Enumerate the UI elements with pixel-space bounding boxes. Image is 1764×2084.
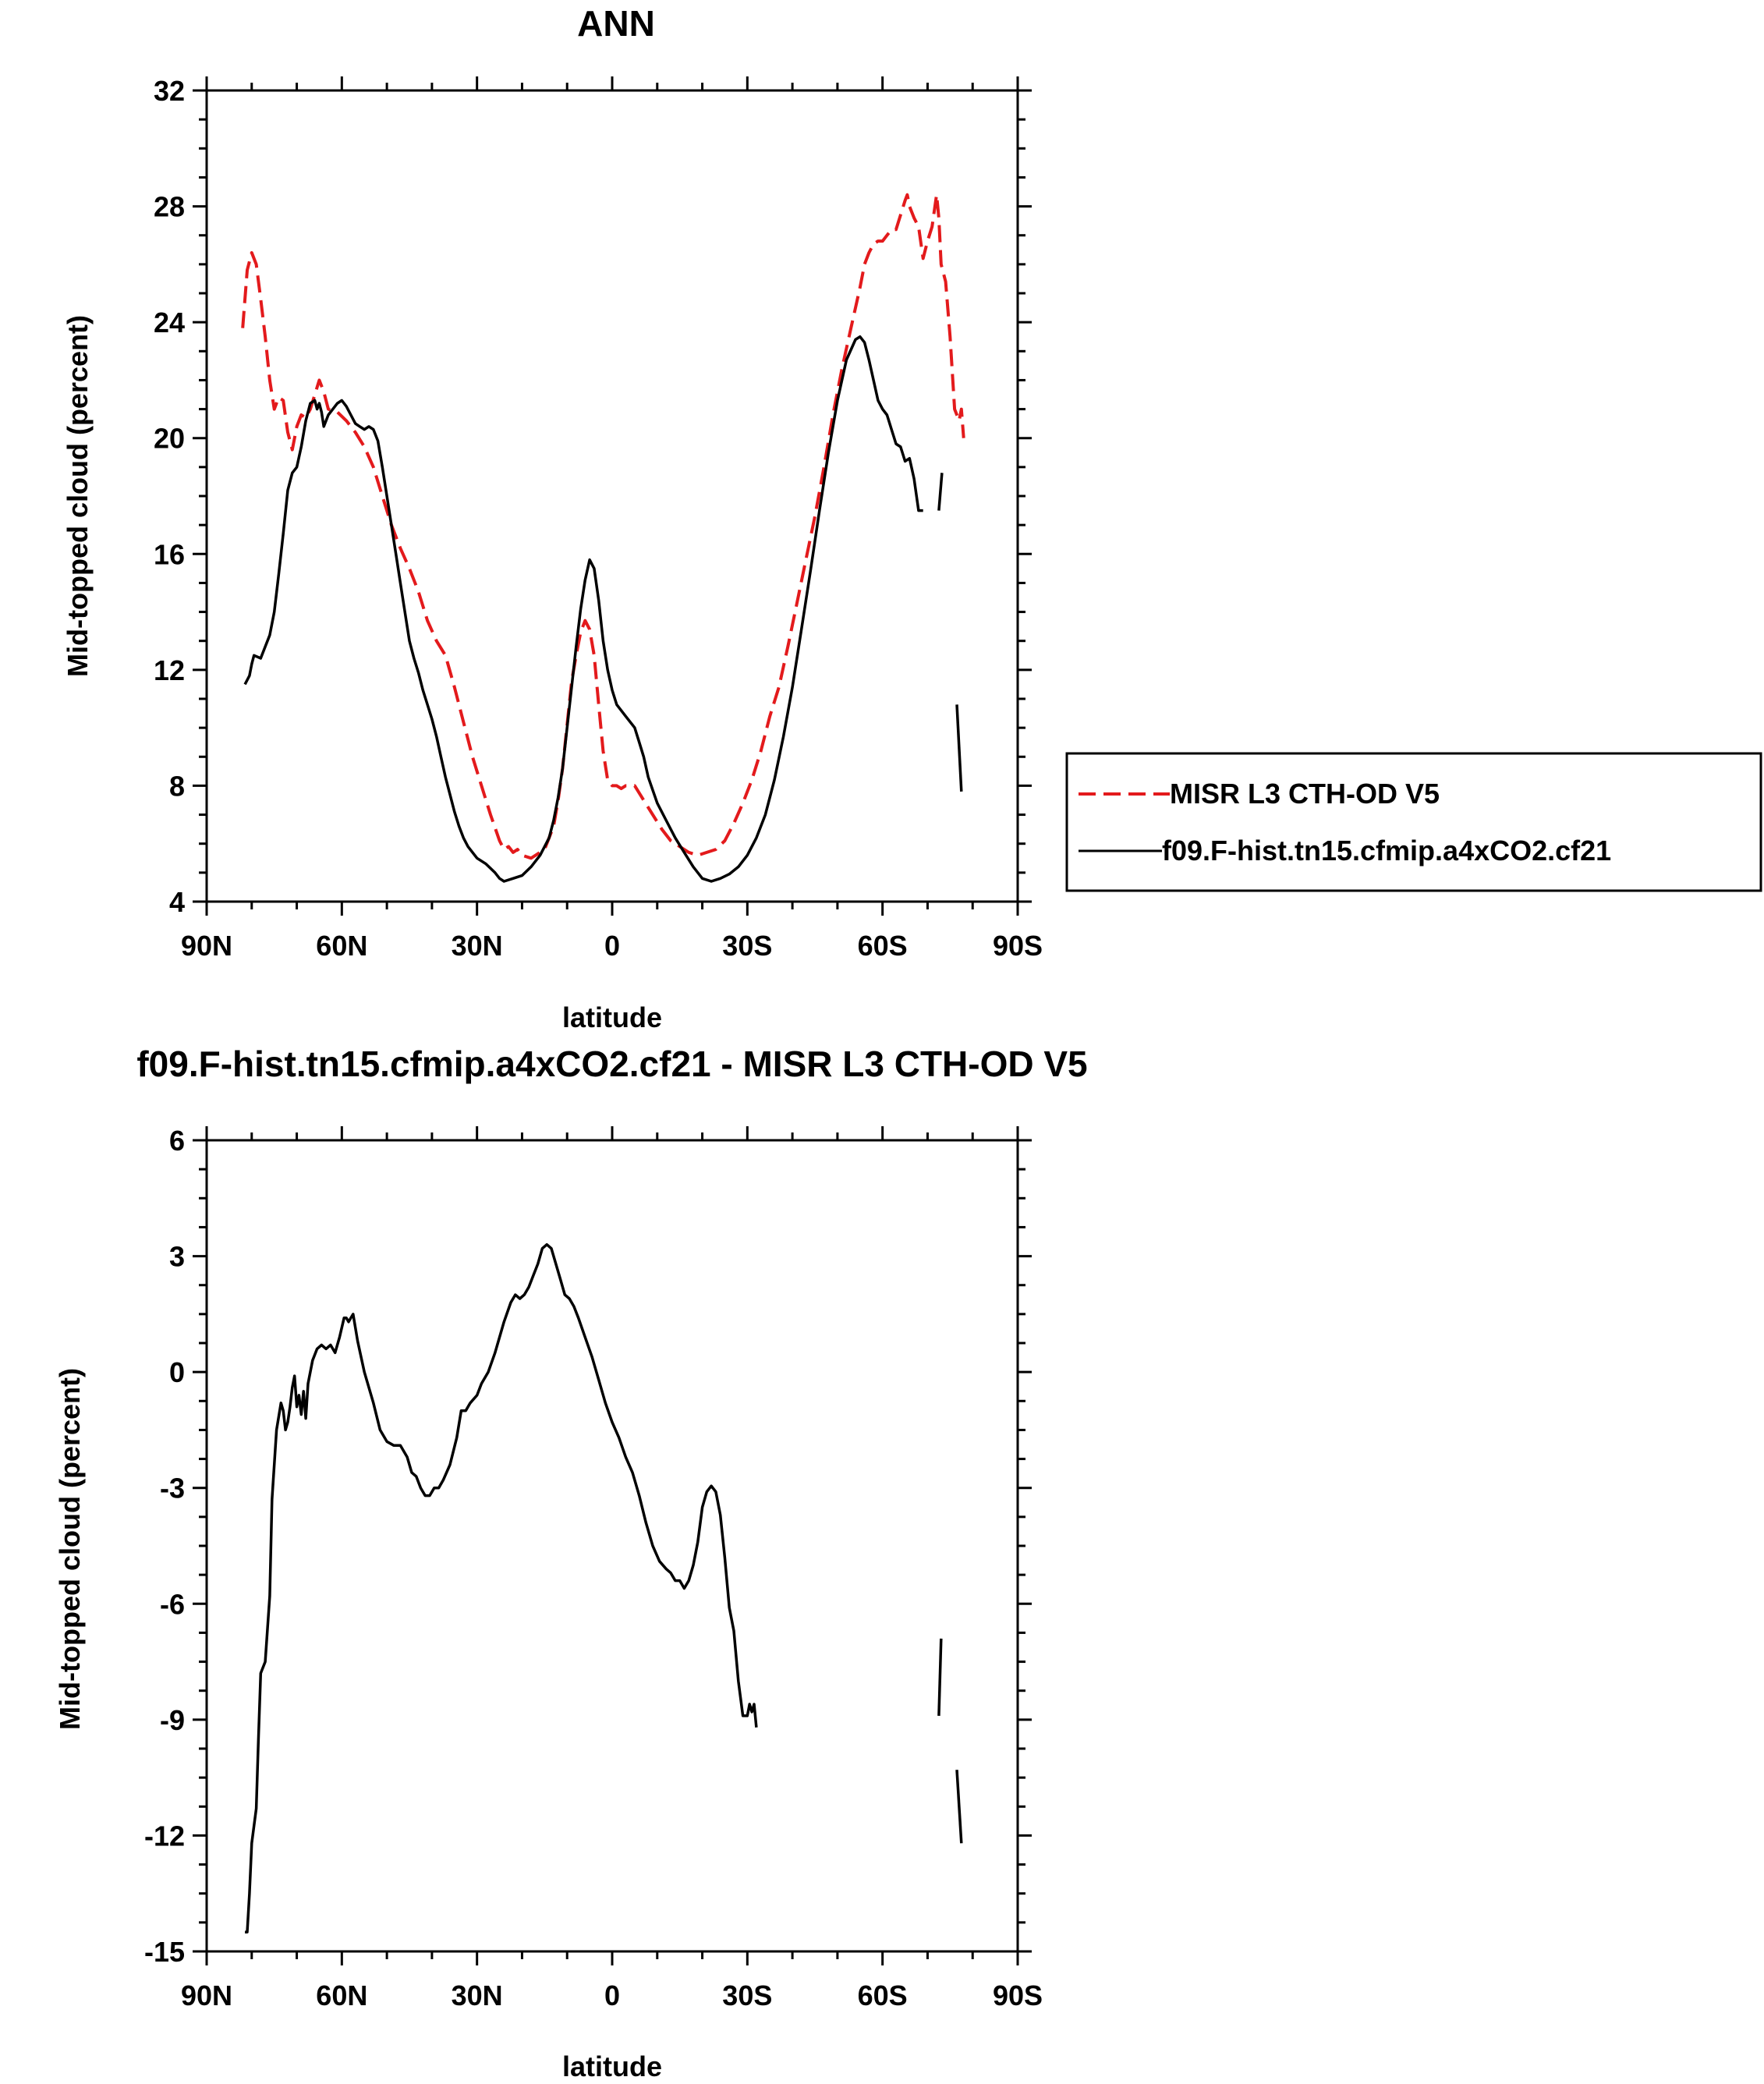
x-tick-label: 90S [993,930,1043,962]
x-axis-label: latitude [562,1001,662,1033]
y-tick-label: -6 [160,1588,185,1620]
x-tick-label: 90N [181,930,232,962]
x-tick-label: 0 [604,930,620,962]
y-tick-label: -12 [144,1820,185,1852]
y-tick-label: 0 [169,1356,185,1388]
x-tick-label: 30S [722,1979,772,2011]
plot-area: 90N 60N 30N 0 30S 60S 90S -15 -12 -9 -6 -3 0 3 6 [144,1125,1043,2011]
difference-panel: f09.F-hist.tn15.cfmip.a4xCO2.cf21 - MISR… [54,1044,1088,2082]
y-tick-label: 8 [169,770,185,802]
y-tick-label: -3 [160,1473,185,1505]
series-line-difference-0-seg-1 [937,1638,943,1716]
x-tick-label: 60S [858,930,908,962]
x-tick-label: 60N [316,930,367,962]
series-line-f09-f-hist-tn15-cfmip-a4xco2-cf21-seg-1 [937,473,944,511]
y-tick-label: -15 [144,1936,185,1968]
x-tick-label: 0 [604,1979,620,2011]
y-tick-label: 32 [154,75,185,107]
plot-frame [205,1139,1019,1953]
y-tick-label: 4 [169,886,185,918]
legend-label-model: f09.F-hist.tn15.cfmip.a4xCO2.cf21 [1162,835,1611,867]
series-line-difference-0-seg-0 [245,1242,758,1933]
y-tick-label: 3 [169,1241,185,1273]
legend-label-misr: MISR L3 CTH-OD V5 [1170,778,1440,810]
legend: MISR L3 CTH-OD V5 f09.F-hist.tn15.cfmip.… [1065,752,1762,892]
y-tick-label: 12 [154,654,185,686]
y-tick-label: 16 [154,538,185,570]
y-axis-label: Mid-topped cloud (percent) [62,315,94,677]
panel-title: ANN [577,3,655,44]
y-axis-label: Mid-topped cloud (percent) [54,1368,86,1730]
x-tick-label: 90S [993,1979,1043,2011]
y-tick-label: 6 [169,1125,185,1157]
zonal-mean-panel: ANN 90N 60N 30N 0 30S 60S 90S 4 8 12 16 20 24 28 32 Mi… [62,3,1762,1033]
x-axis-label: latitude [562,2050,662,2082]
x-tick-label: 60N [316,1979,367,2011]
y-tick-label: 20 [154,423,185,455]
series-line-f09-f-hist-tn15-cfmip-a4xco2-cf21-seg-2 [955,704,963,792]
panel-title: f09.F-hist.tn15.cfmip.a4xCO2.cf21 - MISR… [136,1044,1087,1084]
series-line-difference-0-seg-2 [955,1770,963,1844]
x-tick-label: 30S [722,930,772,962]
y-tick-label: 24 [154,307,185,338]
legend-box [1065,752,1762,892]
plot-area: 90N 60N 30N 0 30S 60S 90S 4 8 12 16 20 24 28 32 [154,75,1043,962]
plot-frame [205,89,1019,903]
series-line-misr-l3-cth-od-v5-seg-0 [241,193,965,860]
series-line-f09-f-hist-tn15-cfmip-a4xco2-cf21-seg-0 [243,335,923,883]
x-tick-label: 30N [452,1979,503,2011]
y-tick-label: 28 [154,191,185,223]
x-tick-label: 90N [181,1979,232,2011]
x-tick-label: 30N [452,930,503,962]
x-tick-label: 60S [858,1979,908,2011]
y-tick-label: -9 [160,1704,185,1736]
